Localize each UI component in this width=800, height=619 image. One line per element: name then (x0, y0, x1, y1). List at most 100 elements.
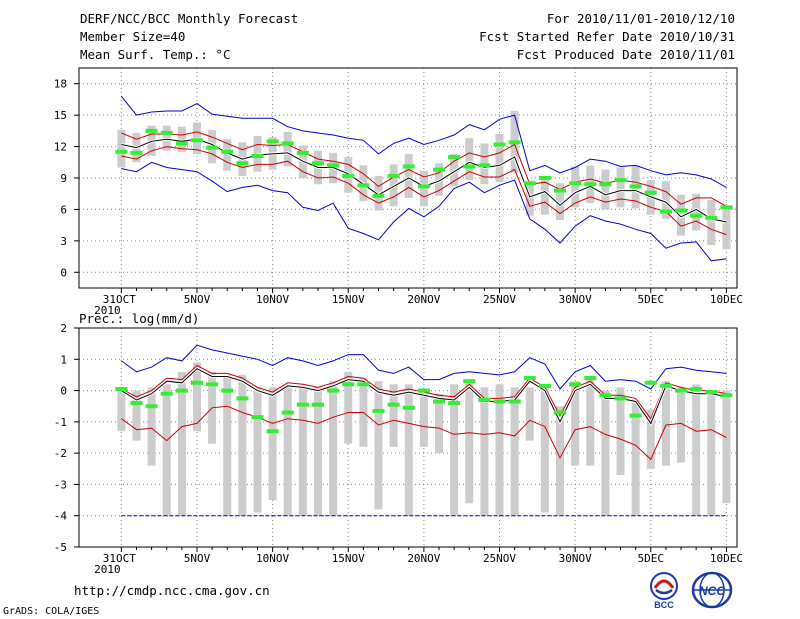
forecast-period: For 2010/11/01-2010/12/10 (546, 11, 735, 26)
bottom-spread-box (419, 390, 428, 447)
bottom-ytick-label: 0 (60, 385, 67, 398)
top-observed-marker (659, 209, 672, 214)
top-observed-marker (508, 140, 521, 145)
bottom-spread-box (677, 387, 686, 463)
bottom-spread-box (253, 387, 262, 513)
bottom-spread-box (616, 387, 625, 476)
bottom-ytick-label: 1 (60, 353, 67, 366)
bottom-spread-box (692, 384, 701, 516)
bottom-observed-marker (266, 429, 279, 434)
top-observed-marker (644, 190, 657, 195)
top-ytick-label: 3 (60, 235, 67, 248)
bottom-observed-marker (448, 401, 461, 406)
bottom-observed-marker (690, 387, 703, 392)
top-spread-box (283, 131, 292, 167)
bottom-spread-box (571, 381, 580, 466)
bottom-observed-marker (145, 404, 158, 409)
bottom-observed-marker (296, 402, 309, 407)
top-observed-marker (554, 188, 567, 193)
ncc-logo-label: NCC (699, 584, 725, 598)
bottom-observed-marker (463, 379, 476, 384)
bottom-observed-marker (175, 388, 188, 393)
top-observed-marker (675, 208, 688, 213)
top-spread-box (404, 153, 413, 198)
top-spread-box (707, 200, 716, 246)
top-observed-marker (402, 164, 415, 169)
bottom-observed-marker (130, 401, 143, 406)
top-observed-marker (221, 149, 234, 154)
top-observed-marker (584, 182, 597, 187)
bottom-observed-marker (629, 413, 642, 418)
bottom-observed-marker (614, 396, 627, 401)
bottom-observed-marker (705, 390, 718, 395)
bottom-xtick-label: 10DEC (710, 552, 743, 565)
bottom-xtick-label: 30NOV (559, 552, 592, 565)
bottom-lower-line (121, 405, 727, 461)
bottom-observed-marker (433, 399, 446, 404)
bottom-observed-marker (538, 383, 551, 388)
bottom-spread-box (162, 384, 171, 516)
top-spread-box (419, 170, 428, 207)
top-spread-box (495, 134, 504, 183)
top-observed-marker (266, 139, 279, 144)
footer-url[interactable]: http://cmdp.ncc.cma.gov.cn (74, 583, 270, 598)
top-observed-marker (190, 138, 203, 143)
top-observed-marker (115, 149, 128, 154)
bottom-spread-box (223, 374, 232, 516)
bottom-spread-box (238, 374, 247, 516)
top-observed-marker (690, 213, 703, 218)
top-spread-box (571, 166, 580, 208)
chart-title: DERF/NCC/BCC Monthly Forecast (80, 11, 299, 26)
bottom-observed-marker (402, 405, 415, 410)
bottom-observed-marker (599, 393, 612, 398)
bottom-spread-box (268, 387, 277, 501)
bottom-observed-marker (357, 382, 370, 387)
bottom-spread-box (329, 381, 338, 516)
top-spread-box (556, 183, 565, 220)
ncc-logo: NCC (691, 571, 733, 609)
top-observed-marker (357, 183, 370, 188)
top-min-line (121, 161, 727, 262)
bottom-spread-box (313, 387, 322, 516)
top-observed-marker (372, 193, 385, 198)
top-spread-box (661, 181, 670, 219)
bottom-spread-box (465, 381, 474, 504)
bottom-xtick-label: 15NOV (332, 552, 365, 565)
top-observed-marker (493, 142, 506, 147)
top-spread-box (465, 138, 474, 181)
bottom-max-line (121, 344, 727, 390)
top-ytick-label: 18 (54, 78, 67, 91)
bottom-spread-box (540, 384, 549, 513)
bottom-observed-marker (115, 387, 128, 392)
bottom-observed-marker (236, 396, 249, 401)
bottom-observed-marker (387, 402, 400, 407)
bottom-spread-box (283, 387, 292, 516)
top-ytick-label: 15 (54, 109, 67, 122)
top-observed-marker (145, 128, 158, 133)
top-observed-marker (478, 163, 491, 168)
top-observed-marker (281, 141, 294, 146)
bottom-xtick-label: 31OCT (103, 552, 136, 565)
bottom-observed-marker (493, 399, 506, 404)
bottom-spread-box (722, 390, 731, 504)
bottom-observed-marker (342, 382, 355, 387)
bottom-spread-box (389, 384, 398, 447)
bottom-spread-box (177, 371, 186, 516)
bottom-xtick-label: 5NOV (184, 552, 211, 565)
bottom-panel-title: Prec.: log(mm/d) (79, 311, 199, 326)
bottom-observed-marker (311, 402, 324, 407)
bottom-spread-box (525, 387, 534, 441)
top-observed-marker (417, 184, 430, 189)
bottom-observed-marker (251, 415, 264, 420)
top-observed-marker (705, 215, 718, 220)
top-spread-box (525, 182, 534, 216)
bottom-observed-marker (190, 380, 203, 385)
top-year-label: 2010 (94, 304, 121, 317)
top-xtick-label: 20NOV (407, 293, 440, 306)
top-ytick-label: 0 (60, 266, 67, 279)
top-observed-marker (236, 161, 249, 166)
bottom-frame (78, 327, 738, 548)
fcst-produced-date: Fcst Produced Date 2010/11/01 (516, 47, 735, 62)
bottom-ytick-label: -5 (54, 541, 67, 554)
